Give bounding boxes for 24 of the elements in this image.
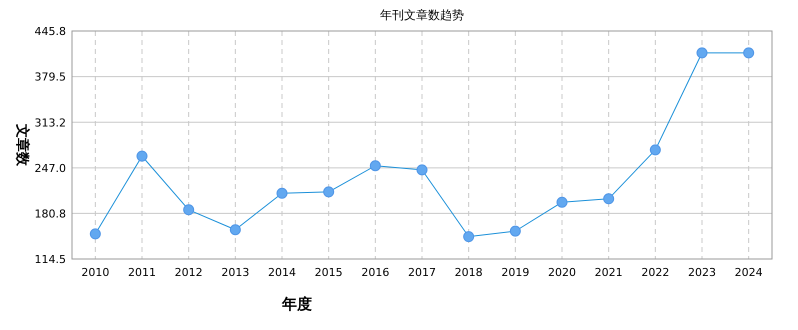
x-tick-label: 2013 [221,266,250,279]
y-tick-label: 247.0 [34,162,66,175]
y-tick-label: 180.8 [34,207,66,220]
y-tick-label: 445.8 [34,25,66,38]
x-tick-label: 2017 [408,266,436,279]
y-axis-title: 文章数 [14,123,31,167]
x-tick-label: 2021 [594,266,623,279]
y-tick-label: 379.5 [34,70,66,84]
x-tick-label: 2016 [361,266,390,279]
x-tick-label: 2011 [128,266,156,279]
x-tick-label: 2014 [268,266,296,279]
x-tick-label: 2024 [734,266,763,279]
x-tick-label: 2022 [641,266,670,279]
y-tick-label: 313.2 [34,116,66,130]
x-tick-label: 2015 [314,266,343,279]
x-tick-label: 2018 [454,266,483,279]
chart-title: 年刊文章数趋势 [380,8,464,22]
x-tick-label: 2010 [81,266,110,279]
x-tick-label: 2023 [688,266,716,279]
x-tick-label: 2019 [501,266,530,279]
x-tick-label: 2020 [548,266,576,279]
x-axis-title: 年度 [281,295,312,313]
x-tick-label: 2012 [174,266,203,279]
y-tick-label: 114.5 [34,253,66,266]
